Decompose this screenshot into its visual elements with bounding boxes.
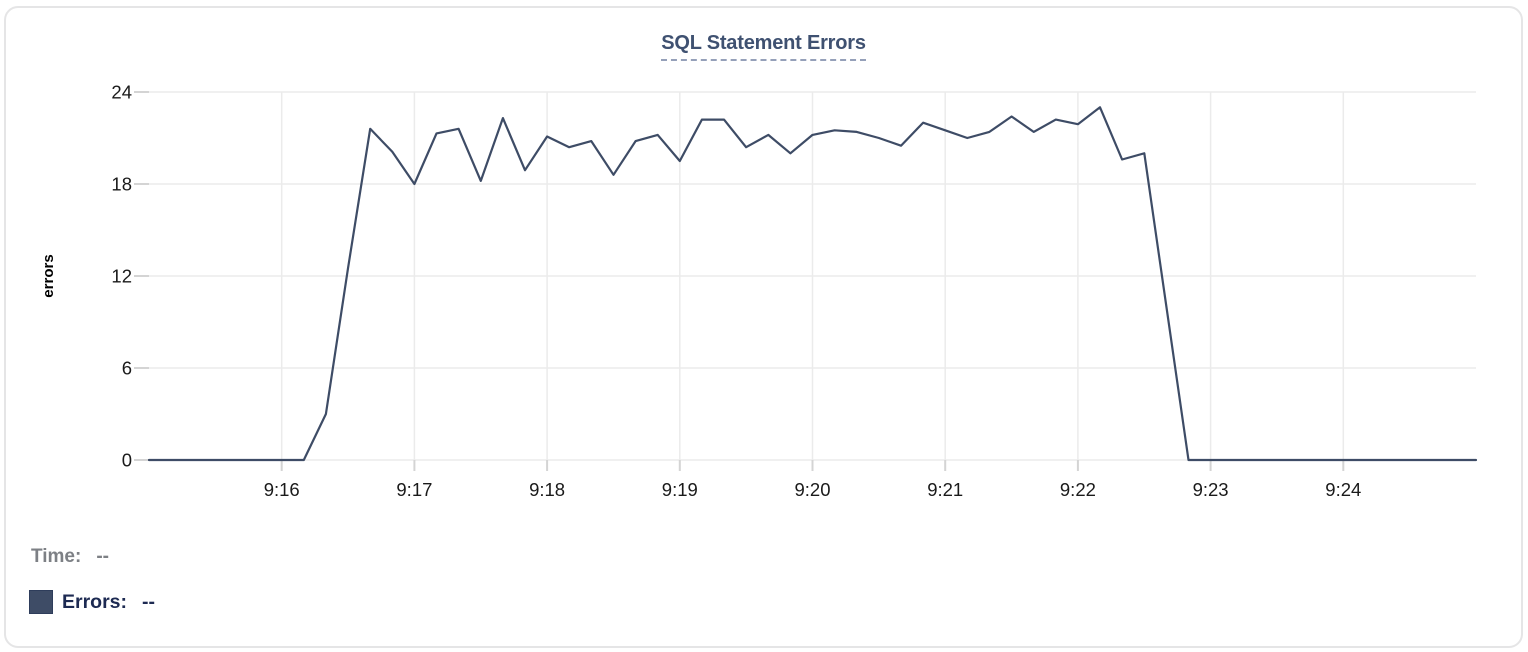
- legend-errors-value: --: [142, 590, 156, 613]
- y-tick-label: 24: [111, 82, 132, 103]
- x-tick-label: 9:19: [662, 479, 698, 500]
- x-tick-label: 9:21: [927, 479, 963, 500]
- legend-time-value: --: [96, 546, 109, 567]
- y-tick-label: 6: [122, 358, 132, 379]
- legend-time-label: Time:: [31, 546, 82, 567]
- y-tick-label: 12: [111, 266, 132, 287]
- x-tick-label: 9:22: [1060, 479, 1096, 500]
- y-tick-label: 0: [122, 450, 132, 471]
- legend-row-errors: Errors: --: [29, 590, 1521, 614]
- y-tick-label: 18: [111, 174, 132, 195]
- x-tick-label: 9:17: [396, 479, 432, 500]
- errors-line-chart[interactable]: 0 6 12 18 24 9:16 9:17 9:18 9:19 9:20 9:21 9:22 9:23…: [6, 64, 1528, 514]
- legend-row-time: Time: --: [31, 546, 1521, 568]
- chart-legend: Time: -- Errors: --: [6, 538, 1521, 614]
- errors-series-line: [147, 106, 1478, 462]
- errors-series-swatch: [29, 590, 53, 614]
- x-tick-label: 9:24: [1325, 479, 1361, 500]
- legend-errors-label: Errors:: [62, 590, 128, 613]
- chart-header: SQL Statement Errors: [6, 32, 1521, 61]
- chart-title[interactable]: SQL Statement Errors: [661, 32, 866, 61]
- x-tick-label: 9:20: [794, 479, 830, 500]
- y-axis-title: errors: [40, 254, 57, 297]
- chart-card: SQL Statement Errors 0 6 12 18 24 9:16 9:17 9:1…: [4, 6, 1523, 648]
- x-tick-label: 9:23: [1193, 479, 1229, 500]
- x-tick-label: 9:16: [264, 479, 300, 500]
- x-tick-label: 9:18: [529, 479, 565, 500]
